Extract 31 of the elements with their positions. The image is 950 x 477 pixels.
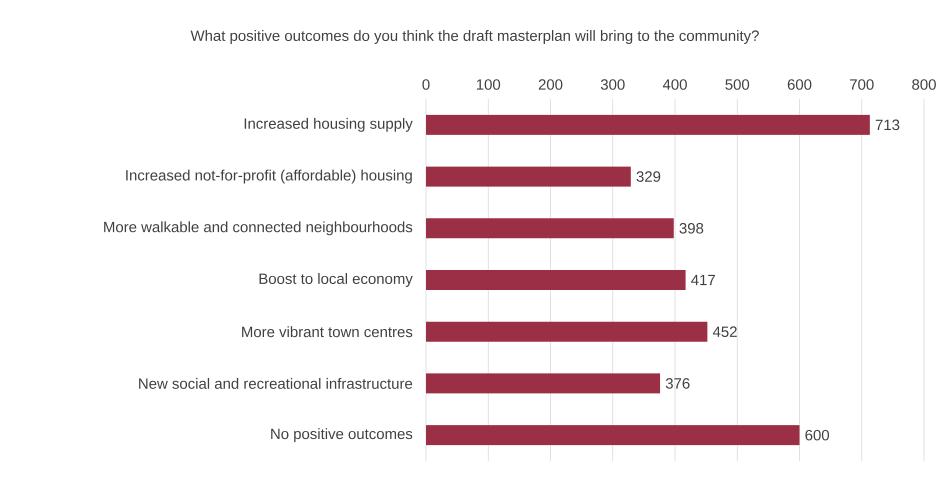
bar	[426, 166, 631, 187]
data-label: 376	[666, 378, 690, 389]
data-label: 452	[712, 326, 737, 337]
y-tick-label: More vibrant town centres	[242, 326, 412, 338]
y-tick-label: Boost to local economy	[260, 273, 413, 287]
data-label: 600	[805, 430, 830, 440]
bar	[426, 270, 686, 290]
x-tick-label: 400	[662, 79, 687, 90]
data-label: 329	[636, 171, 660, 182]
chart-title: What positive outcomes do you think the draft masterplan will bring to the community?	[190, 30, 759, 44]
x-tick-label: 800	[912, 79, 936, 90]
bar	[426, 322, 708, 342]
data-label: 398	[680, 222, 704, 234]
y-tick-label: New social and recreational infrastructure	[139, 378, 412, 389]
y-tick-label: Increased housing supply	[244, 118, 413, 132]
y-tick-label: More walkable and connected neighbourhoods	[104, 221, 412, 236]
bar	[426, 373, 660, 394]
bar	[426, 425, 800, 446]
x-tick-label: 500	[725, 79, 750, 90]
x-tick-label: 200	[538, 79, 562, 90]
bar	[426, 218, 674, 238]
y-tick-label: Increased not-for-profit (affordable) housing	[126, 170, 412, 184]
y-tick-label: No positive outcomes	[271, 428, 412, 442]
x-tick-label: 600	[788, 79, 812, 90]
x-tick-label: 700	[850, 79, 874, 90]
data-label: 713	[876, 120, 900, 130]
data-label: 417	[691, 274, 715, 286]
x-tick-label: 300	[600, 79, 625, 90]
bar	[426, 114, 870, 135]
x-tick-label: 100	[476, 79, 500, 90]
x-tick-label: 0	[422, 79, 430, 90]
